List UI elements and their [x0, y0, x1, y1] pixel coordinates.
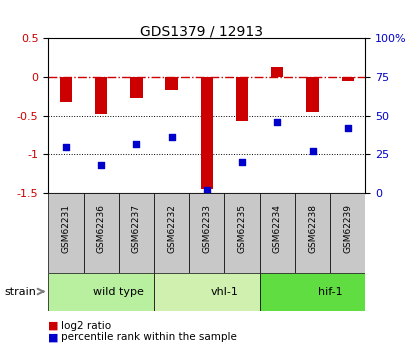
Bar: [189, 193, 224, 273]
Bar: [330, 193, 365, 273]
Text: GSM62232: GSM62232: [167, 205, 176, 253]
Bar: [84, 193, 119, 273]
Bar: [224, 193, 260, 273]
Text: percentile rank within the sample: percentile rank within the sample: [61, 333, 237, 342]
Point: [309, 148, 316, 154]
Point: [63, 144, 69, 149]
Text: vhl-1: vhl-1: [210, 287, 239, 296]
Text: GSM62234: GSM62234: [273, 205, 282, 253]
Bar: [48, 273, 154, 310]
Text: ■: ■: [48, 333, 59, 342]
Text: GSM62239: GSM62239: [343, 204, 352, 254]
Bar: [95, 77, 108, 114]
Text: log2 ratio: log2 ratio: [61, 321, 111, 331]
Bar: [306, 77, 319, 112]
Text: ■: ■: [48, 321, 59, 331]
Text: GSM62233: GSM62233: [202, 204, 211, 254]
Text: GDS1379 / 12913: GDS1379 / 12913: [140, 24, 263, 38]
Point: [133, 141, 140, 146]
Bar: [260, 193, 295, 273]
Text: GSM62238: GSM62238: [308, 204, 317, 254]
Point: [274, 119, 281, 125]
Text: GSM62231: GSM62231: [61, 204, 71, 254]
Bar: [119, 193, 154, 273]
Bar: [271, 67, 284, 77]
Bar: [154, 193, 189, 273]
Bar: [48, 193, 84, 273]
Bar: [341, 77, 354, 81]
Bar: [154, 273, 260, 310]
Bar: [236, 77, 248, 121]
Point: [168, 135, 175, 140]
Point: [98, 162, 105, 168]
Bar: [295, 193, 330, 273]
Text: hif-1: hif-1: [318, 287, 342, 296]
Bar: [130, 77, 142, 98]
Point: [203, 187, 210, 193]
Bar: [165, 77, 178, 90]
Bar: [60, 77, 72, 101]
Bar: [201, 77, 213, 189]
Text: GSM62237: GSM62237: [132, 204, 141, 254]
Bar: [260, 273, 365, 310]
Point: [239, 159, 245, 165]
Text: GSM62236: GSM62236: [97, 204, 106, 254]
Text: strain: strain: [4, 287, 36, 296]
Text: wild type: wild type: [93, 287, 144, 296]
Text: GSM62235: GSM62235: [238, 204, 247, 254]
Point: [344, 125, 351, 131]
